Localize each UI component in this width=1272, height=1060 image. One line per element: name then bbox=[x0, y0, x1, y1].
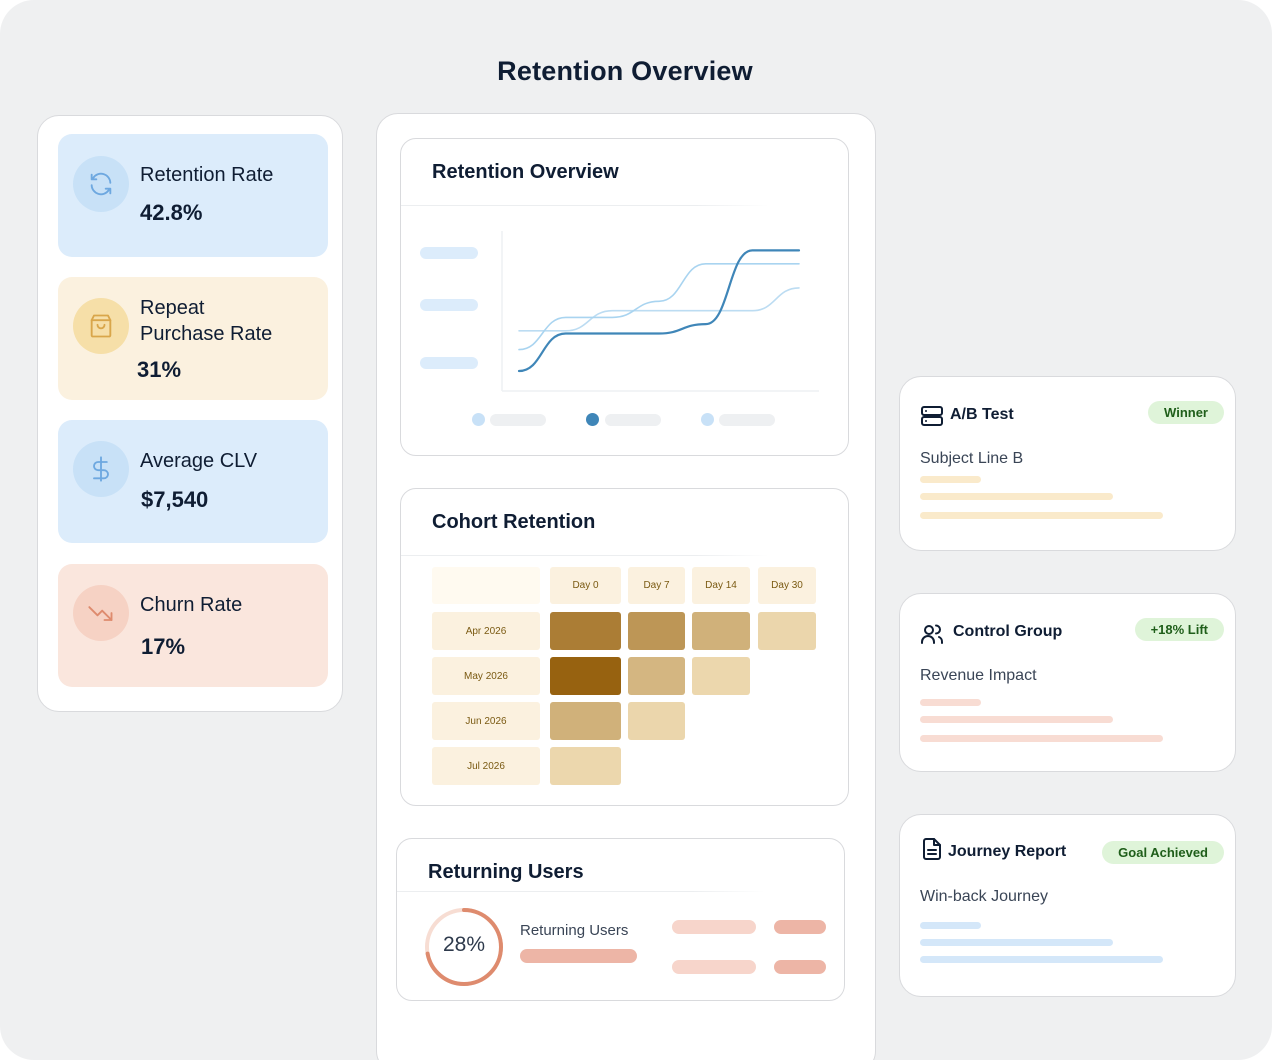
heatmap-cell bbox=[758, 612, 816, 650]
returning-users-card[interactable]: Returning Users 28% Returning Users bbox=[396, 838, 845, 1001]
metric-value: $7,540 bbox=[141, 487, 209, 512]
legend-dot bbox=[701, 413, 714, 426]
card-title: Journey Report bbox=[948, 843, 1067, 860]
card-subtitle: Subject Line B bbox=[920, 450, 1024, 467]
card-title: Control Group bbox=[953, 623, 1063, 640]
value-bar-placeholder bbox=[672, 920, 756, 934]
control-group-card[interactable]: Control Group +18% Lift Revenue Impact bbox=[899, 593, 1236, 772]
value-bar-placeholder bbox=[520, 949, 637, 963]
returning-users-percent: 28% bbox=[442, 933, 486, 956]
retention-line-chart bbox=[501, 231, 819, 392]
heatmap-corner-cell bbox=[432, 567, 540, 604]
bar-placeholder bbox=[920, 493, 1113, 500]
heatmap-column-header: Day 7 bbox=[628, 567, 685, 604]
legend-dot bbox=[472, 413, 485, 426]
y-label-placeholder bbox=[420, 357, 478, 369]
status-badge: Winner bbox=[1148, 401, 1224, 424]
shopping-bag-icon bbox=[73, 298, 129, 354]
status-badge: Goal Achieved bbox=[1102, 841, 1224, 864]
dollar-icon bbox=[73, 441, 129, 497]
card-divider bbox=[397, 891, 765, 892]
bar-placeholder bbox=[920, 512, 1163, 519]
status-badge: +18% Lift bbox=[1134, 618, 1224, 641]
heatmap-cell bbox=[692, 612, 750, 650]
card-subtitle: Revenue Impact bbox=[920, 667, 1037, 684]
metric-label: Retention Rate bbox=[140, 164, 274, 186]
heatmap-cell bbox=[628, 612, 685, 650]
metric-card-churn-rate[interactable]: Churn Rate 17% bbox=[58, 564, 328, 687]
heatmap-cell bbox=[628, 702, 685, 740]
card-title: Returning Users bbox=[428, 861, 584, 883]
ab-test-card[interactable]: A/B Test Winner Subject Line B bbox=[899, 376, 1236, 551]
value-bar-placeholder bbox=[774, 960, 826, 974]
bar-placeholder bbox=[920, 699, 981, 706]
metric-card-average-clv[interactable]: Average CLV $7,540 bbox=[58, 420, 328, 543]
y-label-placeholder bbox=[420, 247, 478, 259]
metric-label-line: Repeat bbox=[140, 297, 205, 319]
metric-value: 17% bbox=[141, 634, 186, 659]
series-line-1 bbox=[517, 249, 801, 373]
document-icon bbox=[923, 838, 941, 860]
metric-value: 31% bbox=[137, 357, 182, 382]
card-divider bbox=[401, 555, 769, 556]
legend-label-placeholder bbox=[490, 414, 546, 426]
refresh-icon bbox=[73, 156, 129, 212]
metric-label: Churn Rate bbox=[140, 594, 243, 616]
users-icon bbox=[921, 624, 943, 644]
series-line-3 bbox=[518, 287, 800, 332]
bar-placeholder bbox=[920, 956, 1163, 963]
heatmap-column-header: Day 14 bbox=[692, 567, 750, 604]
heatmap-cell bbox=[550, 747, 621, 785]
heatmap-row-header: Apr 2026 bbox=[432, 612, 540, 650]
heatmap-cell bbox=[550, 702, 621, 740]
card-subtitle: Win-back Journey bbox=[920, 888, 1049, 905]
legend-dot bbox=[586, 413, 599, 426]
card-title: Cohort Retention bbox=[432, 511, 596, 533]
cohort-retention-card[interactable]: Cohort Retention Day 0 Day 7 Day 14 Day 30 A… bbox=[400, 488, 849, 806]
metrics-panel: Retention Rate 42.8% Repeat Purchase Rat… bbox=[37, 115, 343, 712]
bar-placeholder bbox=[920, 922, 981, 929]
heatmap-row-header: Jul 2026 bbox=[432, 747, 540, 785]
bar-placeholder bbox=[920, 939, 1113, 946]
bar-placeholder bbox=[920, 735, 1163, 742]
journey-report-card[interactable]: Journey Report Goal Achieved Win-back Jo… bbox=[899, 814, 1236, 997]
y-label-placeholder bbox=[420, 299, 478, 311]
heatmap-cell bbox=[550, 657, 621, 695]
heatmap-cell bbox=[550, 612, 621, 650]
metric-label: Average CLV bbox=[140, 450, 258, 472]
card-title: Retention Overview bbox=[432, 161, 619, 183]
value-bar-placeholder bbox=[672, 960, 756, 974]
bar-placeholder bbox=[920, 716, 1113, 723]
server-icon bbox=[921, 406, 943, 426]
heatmap-cell bbox=[692, 657, 750, 695]
series-line-2 bbox=[518, 263, 800, 351]
page-title: Retention Overview bbox=[497, 56, 753, 86]
returning-users-label: Returning Users bbox=[520, 922, 629, 939]
heatmap-column-header: Day 30 bbox=[758, 567, 816, 604]
metric-label: Repeat Purchase Rate bbox=[140, 295, 272, 347]
heatmap-column-header: Day 0 bbox=[550, 567, 621, 604]
retention-overview-card[interactable]: Retention Overview bbox=[400, 138, 849, 456]
heatmap-row-header: May 2026 bbox=[432, 657, 540, 695]
bar-placeholder bbox=[920, 476, 981, 483]
card-title: A/B Test bbox=[950, 406, 1014, 423]
heatmap-row-header: Jun 2026 bbox=[432, 702, 540, 740]
metric-card-repeat-purchase-rate[interactable]: Repeat Purchase Rate 31% bbox=[58, 277, 328, 400]
heatmap-cell bbox=[628, 657, 685, 695]
value-bar-placeholder bbox=[774, 920, 826, 934]
card-divider bbox=[401, 205, 769, 206]
returning-users-ring bbox=[425, 908, 503, 986]
metric-label-line: Purchase Rate bbox=[140, 323, 273, 345]
legend-label-placeholder bbox=[719, 414, 775, 426]
metric-card-retention-rate[interactable]: Retention Rate 42.8% bbox=[58, 134, 328, 257]
legend-label-placeholder bbox=[605, 414, 661, 426]
trending-down-icon bbox=[73, 585, 129, 641]
metric-value: 42.8% bbox=[140, 200, 203, 225]
